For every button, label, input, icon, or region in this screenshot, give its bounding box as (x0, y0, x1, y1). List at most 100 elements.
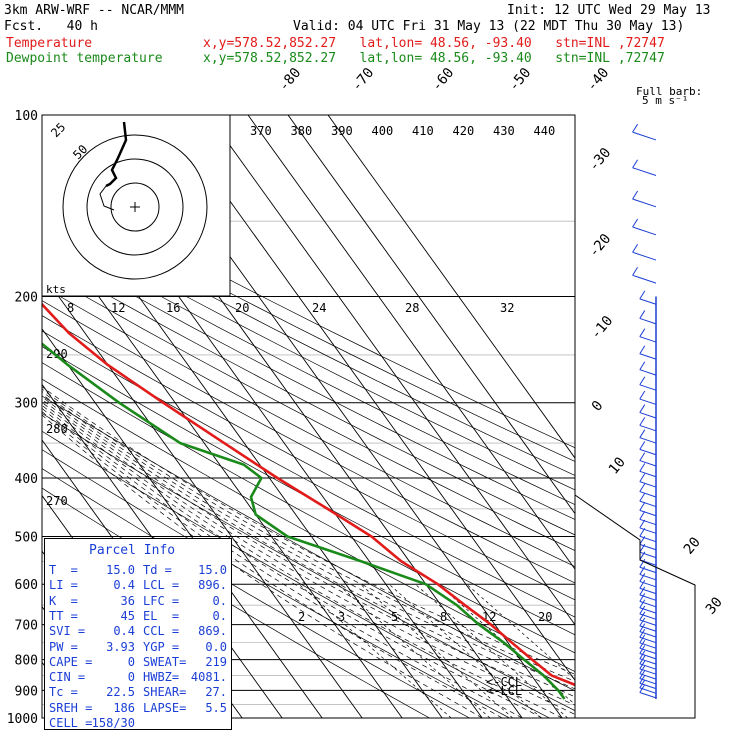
parcel-cell: Td = (143, 563, 172, 577)
moist-adiabat (42, 398, 575, 715)
pressure-label: 700 (15, 619, 38, 634)
parcel-cell: SREH = (49, 700, 93, 715)
parcel-cell: 186 (113, 700, 135, 715)
moist-adiabat (42, 411, 503, 718)
wind-barb (639, 452, 646, 461)
wind-barb (639, 679, 646, 689)
adiabat-label: 390 (331, 124, 353, 138)
wind-barb (639, 617, 646, 627)
parcel-cell: SVI = (49, 624, 86, 639)
mixing-ratio-line (388, 583, 542, 718)
wind-barb (632, 274, 657, 284)
init-time: Init: 12 UTC Wed 29 May 13 (507, 3, 711, 18)
wind-barb (639, 470, 657, 478)
wind-barb (639, 599, 646, 608)
theta-label: 280 (46, 422, 68, 436)
plot-frame (41, 114, 576, 719)
wind-barb (639, 623, 646, 632)
dry-adiabat (42, 243, 575, 520)
isotherm-label: -50 (506, 65, 535, 95)
forecast-hour: Fcst. 40 h (4, 19, 98, 34)
moist-adiabat (42, 386, 575, 675)
parcel-cell: TT = (49, 608, 78, 623)
parcel-cell: 896. (198, 578, 227, 593)
mixing-ratio-line (298, 583, 452, 718)
wind-barb (639, 384, 657, 391)
mixing-ratio-label: 3 (338, 610, 345, 624)
wind-barb (632, 251, 657, 261)
wind-panel-frame (574, 494, 696, 719)
parcel-cell: PW = (49, 639, 78, 654)
pressure-label: 400 (15, 472, 38, 487)
parcel-cell: LI = (49, 578, 78, 593)
dry-adiabat (42, 271, 575, 552)
adiabat-label: 380 (291, 124, 313, 138)
valid-time: Valid: 04 UTC Fri 31 May 13 (22 MDT Thu … (293, 19, 685, 34)
hodograph-ring (62, 134, 208, 280)
pressure-label: 1000 (7, 712, 38, 727)
moist-adiabat (42, 388, 575, 682)
wind-barb (632, 226, 657, 236)
wind-barb (632, 218, 639, 228)
isotherm-label: -70 (349, 65, 378, 95)
hodograph-frame (41, 114, 231, 297)
parcel-cell: 4081. (190, 670, 227, 685)
wind-barb (639, 511, 646, 520)
wind-barb (639, 460, 657, 467)
adiabat-label: 440 (534, 124, 556, 138)
wind-barb (639, 634, 646, 644)
temperature-profile (42, 302, 575, 687)
pressure-label: 100 (15, 109, 38, 124)
wind-barb (632, 131, 657, 141)
speed-tick-label: 32 (500, 301, 514, 315)
wind-key-units: 5 m s⁻¹ (642, 94, 688, 107)
parcel-cell: 3.93 (106, 639, 135, 654)
wind-barb (639, 551, 657, 559)
wind-barb (639, 518, 657, 526)
moist-adiabat (42, 401, 563, 718)
mixing-ratio-line (415, 583, 568, 718)
wind-barb (639, 535, 657, 543)
isotherm-label: 0 (589, 398, 607, 415)
wind-barb (639, 328, 646, 337)
wind-barb (639, 369, 657, 376)
dry-adiabat (42, 362, 575, 654)
parcel-cell: YGP = (143, 639, 180, 654)
wind-barb (639, 473, 646, 482)
parcel-cell: 219 (205, 654, 227, 669)
mixing-ratio-label: 8 (440, 610, 447, 624)
isotherm-line (287, 115, 575, 515)
parcel-cell: LAPSE= (143, 700, 187, 715)
pressure-label: 300 (15, 397, 38, 412)
parcel-cell: 22.5 (106, 685, 135, 700)
wind-barb (639, 543, 657, 551)
wind-barb (639, 593, 646, 602)
wind-barb (639, 441, 646, 450)
wind-barb (639, 611, 646, 621)
parcel-cell: Tc = (49, 685, 78, 700)
wind-barb (639, 579, 646, 589)
dry-adiabat (42, 191, 575, 462)
wind-barb (639, 587, 657, 595)
wind-barb (639, 558, 646, 568)
wind-barb (639, 463, 646, 472)
parcel-cell: 158/30 (91, 716, 135, 730)
parcel-cell: T = (49, 563, 78, 577)
wind-barb (632, 159, 639, 168)
wind-barb (639, 639, 646, 649)
isotherm-label: -20 (586, 231, 615, 261)
speed-tick-label: 16 (166, 301, 180, 315)
legend-dewpoint-info: x,y=578.52,852.27 lat,lon= 48.56, -93.40… (203, 51, 665, 66)
parcel-cell: CAPE = (49, 654, 93, 669)
dry-adiabat (42, 285, 575, 567)
isotherm-label: -60 (429, 65, 458, 95)
isotherm-label: -40 (584, 65, 613, 95)
pressure-label: 800 (15, 654, 38, 669)
hodograph-trace (99, 185, 115, 211)
model-title: 3km ARW-WRF -- NCAR/MMM (4, 3, 185, 18)
wind-barb (639, 566, 657, 574)
wind-barb (639, 412, 657, 419)
parcel-cell: 0. (212, 593, 227, 608)
wind-barb (639, 336, 657, 343)
wind-barb (639, 500, 657, 508)
